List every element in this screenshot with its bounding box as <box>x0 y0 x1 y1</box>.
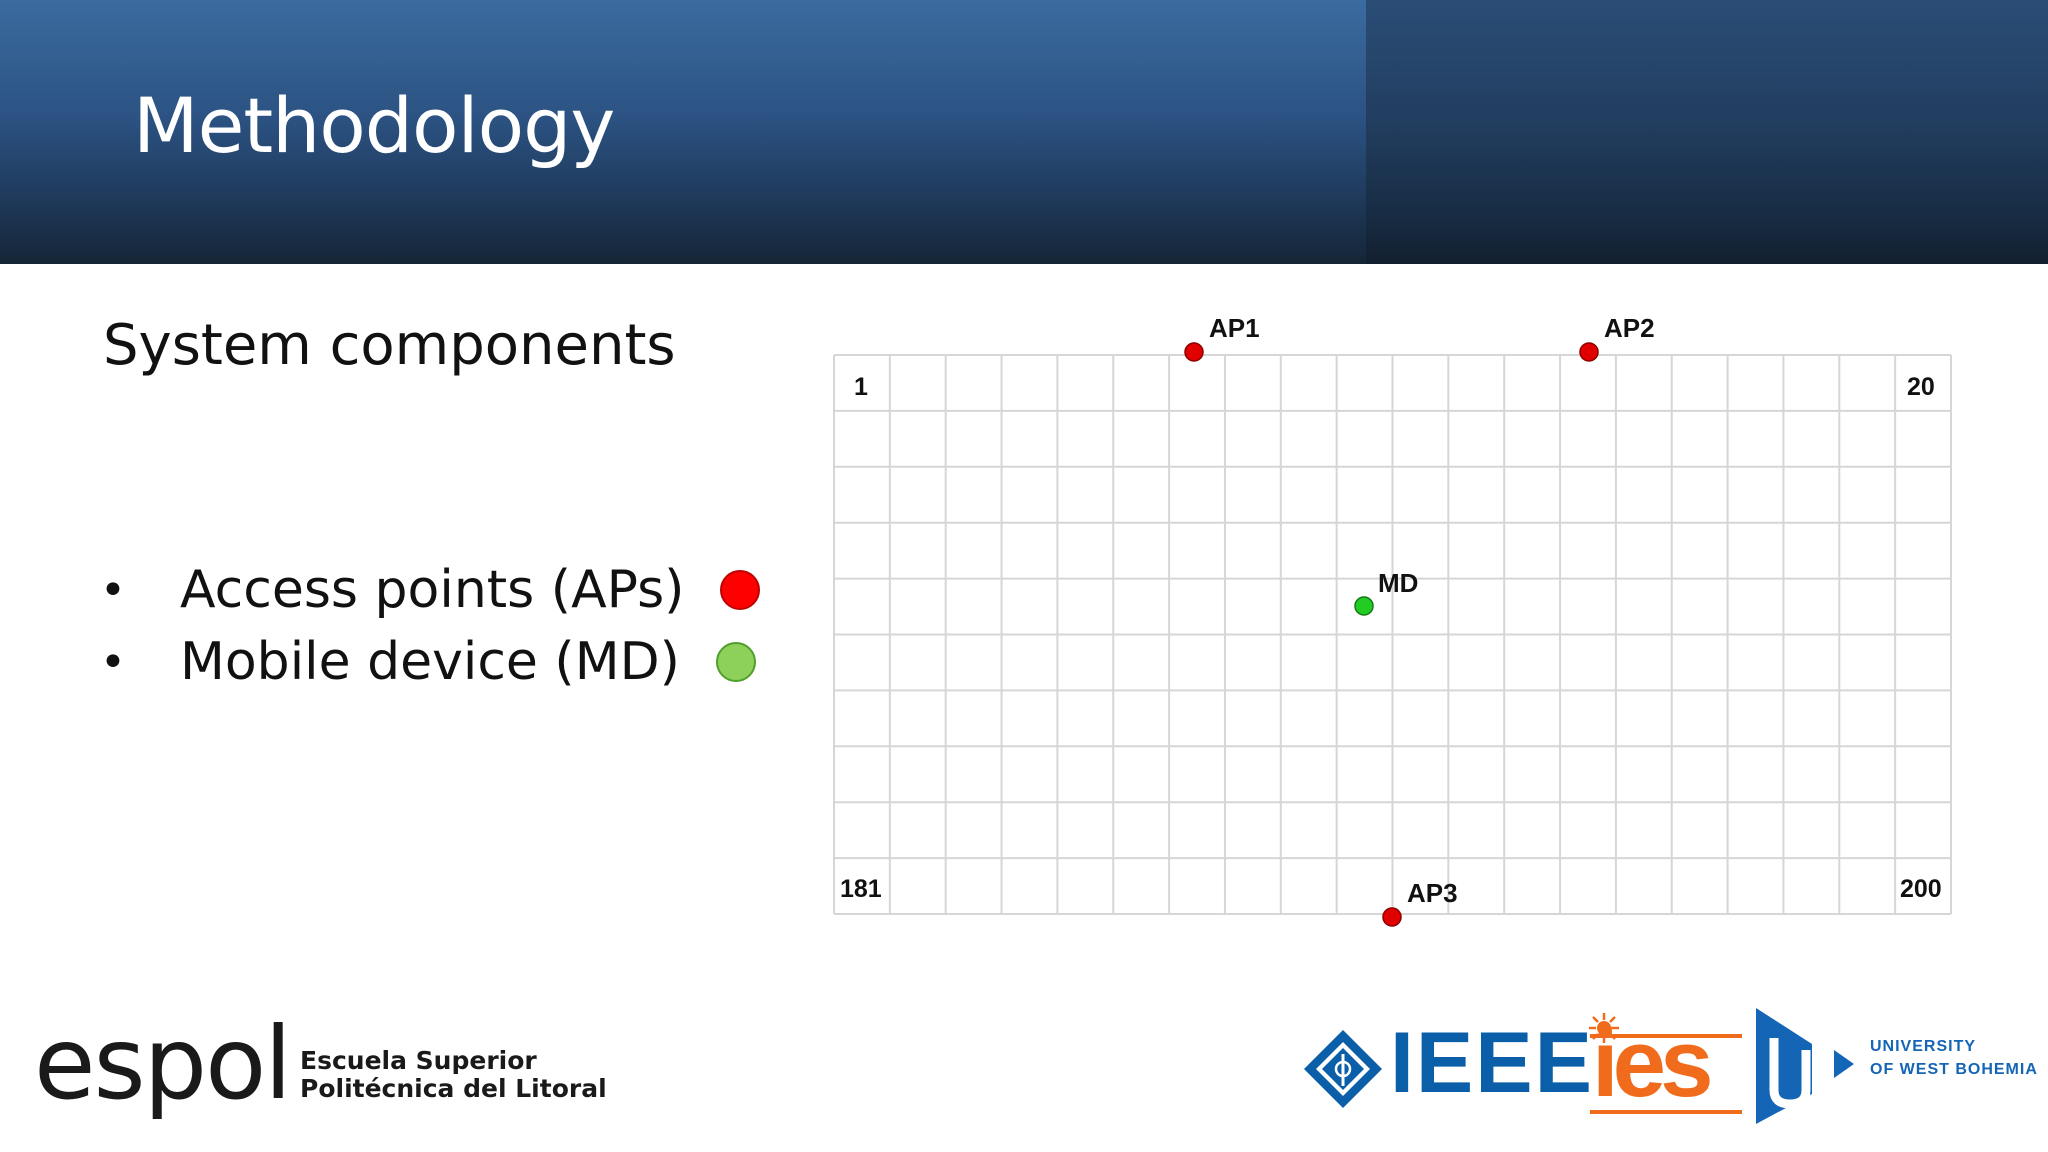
green-dot-icon <box>715 642 756 682</box>
md-marker <box>1354 596 1374 616</box>
list-item-label: Mobile device (MD) <box>180 632 680 692</box>
uwb-name-line-1: UNIVERSITY <box>1870 1038 1977 1055</box>
cell-label-bottom-left: 181 <box>840 875 882 903</box>
red-dot-icon <box>720 570 761 610</box>
ies-wordmark: ies <box>1592 1010 1713 1117</box>
espol-name-line-2: Politécnica del Litoral <box>300 1074 607 1103</box>
ap3-marker <box>1382 907 1402 927</box>
uwb-name-line-2: OF WEST BOHEMIA <box>1870 1061 2038 1078</box>
uwb-emblem-icon <box>1756 1008 1854 1124</box>
title-banner-right-panel <box>1366 0 2048 264</box>
ieee-diamond-icon <box>1304 1030 1382 1108</box>
ap2-label: AP2 <box>1604 313 1655 343</box>
bullet-marker: • <box>100 564 126 616</box>
cell-label-top-left: 1 <box>854 373 868 401</box>
ies-logo-line-bottom <box>1590 1110 1742 1114</box>
ap1-label: AP1 <box>1209 313 1260 343</box>
cell-label-top-right: 20 <box>1907 373 1935 401</box>
list-item-label: Access points (APs) <box>180 560 685 620</box>
title-banner: Methodology <box>0 0 2048 264</box>
ies-logo-line-top <box>1590 1034 1742 1038</box>
list-item-access-points: • Access points (APs) <box>100 560 761 620</box>
ap3-label: AP3 <box>1407 878 1458 908</box>
ap1-marker <box>1184 342 1204 362</box>
list-item-mobile-device: • Mobile device (MD) <box>100 632 756 692</box>
espol-wordmark: espol <box>34 1005 292 1122</box>
bullet-marker: • <box>100 636 126 688</box>
section-heading: System components <box>103 313 676 378</box>
slide-title: Methodology <box>133 81 615 170</box>
md-label: MD <box>1378 568 1418 598</box>
ap2-marker <box>1579 342 1599 362</box>
cell-label-bottom-right: 200 <box>1900 875 1942 903</box>
ieee-wordmark: IEEE <box>1390 1015 1594 1111</box>
espol-name-line-1: Escuela Superior <box>300 1046 537 1075</box>
grid-lines <box>833 354 1952 915</box>
